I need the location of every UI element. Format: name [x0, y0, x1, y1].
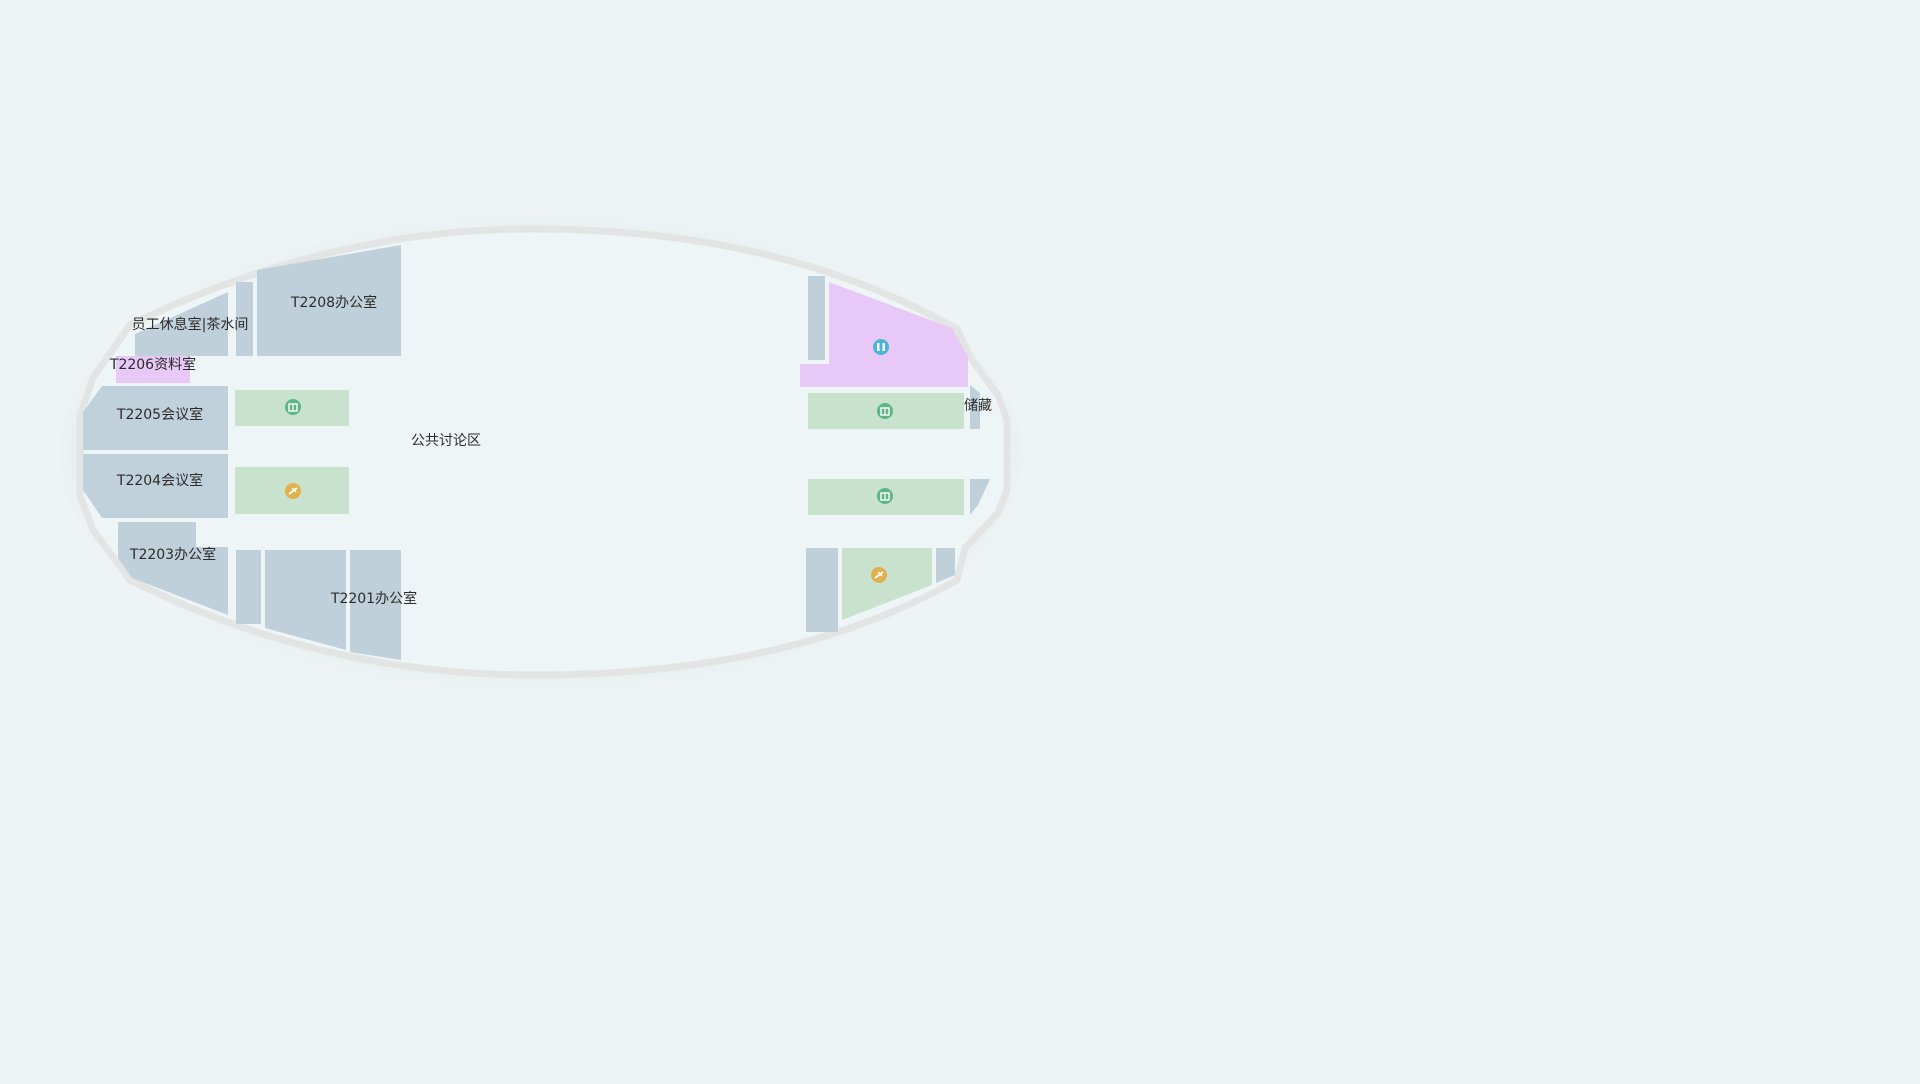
label-t2201: T2201办公室 [330, 590, 417, 607]
stairs-icon[interactable] [871, 567, 887, 583]
room-narrow-upper-left[interactable] [236, 282, 253, 356]
room-storage[interactable] [970, 385, 980, 429]
room-restroom[interactable] [800, 282, 968, 387]
room-t2203[interactable] [118, 522, 228, 615]
room-narrow-lower-right[interactable] [806, 548, 838, 632]
room-t2204[interactable] [83, 454, 228, 518]
room-t2201-a[interactable] [265, 550, 346, 650]
room-stairs-right[interactable] [842, 548, 932, 620]
restroom-icon[interactable] [873, 339, 889, 355]
elevator-icon[interactable] [877, 403, 893, 419]
elevator-icon[interactable] [877, 488, 893, 504]
room-staff-lounge[interactable] [135, 292, 228, 356]
room-t2208[interactable] [257, 245, 401, 356]
room-t2201-b[interactable] [350, 550, 401, 660]
elevator-icon[interactable] [285, 399, 301, 415]
label-t2203: T2203办公室 [129, 546, 216, 563]
label-t2206: T2206资料室 [109, 356, 196, 373]
label-t2204: T2204会议室 [116, 472, 203, 489]
stairs-icon[interactable] [285, 483, 301, 499]
label-t2208: T2208办公室 [290, 294, 377, 311]
room-small-lower-right[interactable] [936, 548, 955, 583]
room-small-right[interactable] [970, 479, 990, 515]
label-staff-lounge: 员工休息室|茶水间 [132, 316, 249, 333]
label-t2205: T2205会议室 [116, 406, 203, 423]
label-storage: 储藏 [964, 398, 992, 414]
room-narrow-lower-left[interactable] [236, 550, 261, 624]
room-t2206[interactable] [116, 356, 190, 383]
room-t2205[interactable] [83, 386, 228, 450]
label-public-discussion: 公共讨论区 [411, 433, 481, 449]
room-narrow-upper-right[interactable] [808, 276, 825, 360]
